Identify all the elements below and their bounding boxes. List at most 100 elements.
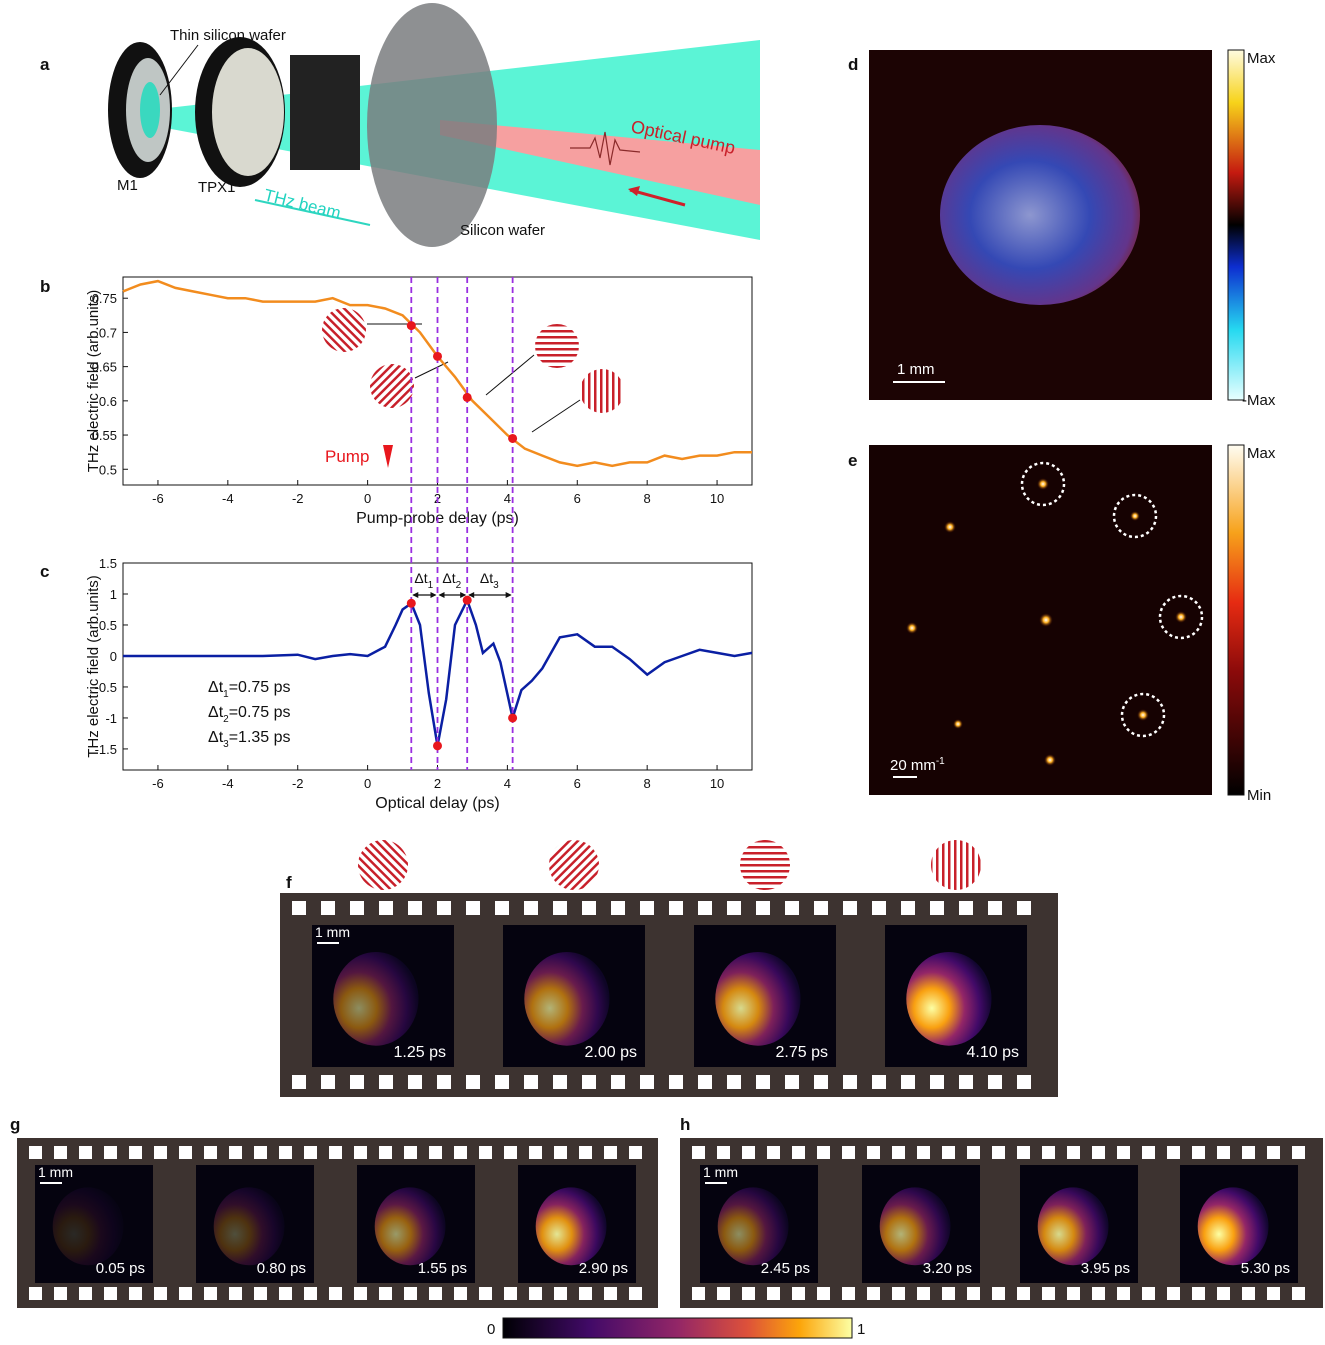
x-tick-label: -6 xyxy=(152,491,164,506)
sprocket-hole xyxy=(154,1146,167,1159)
sprocket-hole xyxy=(379,1287,392,1300)
setup-diagram: Thin silicon wafer M1 TPX1 THz beam Sili… xyxy=(108,3,760,247)
sprocket-hole xyxy=(669,901,683,915)
tpx1-face xyxy=(212,48,284,176)
delta-label: Δt3 xyxy=(480,570,499,591)
sprocket-hole xyxy=(843,1075,857,1089)
x-tick-label: 6 xyxy=(574,776,581,791)
sprocket-hole xyxy=(767,1287,780,1300)
sprocket-hole xyxy=(54,1287,67,1300)
frame-blob xyxy=(524,952,609,1046)
diffraction-spot xyxy=(944,521,956,533)
sprocket-hole xyxy=(692,1146,705,1159)
sprocket-hole xyxy=(204,1287,217,1300)
delta-label: Δt2=0.75 ps xyxy=(208,704,291,725)
sprocket-hole xyxy=(785,1075,799,1089)
arrow-head xyxy=(506,592,512,598)
thin-wafer-shape xyxy=(140,82,160,138)
sprocket-hole xyxy=(329,1287,342,1300)
frame-time: 2.45 ps xyxy=(761,1260,810,1277)
sprocket-hole xyxy=(179,1287,192,1300)
sprocket-hole xyxy=(554,1146,567,1159)
panel-label: d xyxy=(848,55,858,74)
diffraction-spot xyxy=(953,719,963,729)
sprocket-hole xyxy=(495,901,509,915)
sprocket-hole xyxy=(1192,1146,1205,1159)
sprocket-hole xyxy=(1117,1287,1130,1300)
y-axis-label: THz electric field (arb.units) xyxy=(85,290,102,473)
arrow xyxy=(532,400,580,432)
sprocket-hole xyxy=(379,1075,393,1089)
sprocket-hole xyxy=(350,1075,364,1089)
sprocket-hole xyxy=(1017,1075,1031,1089)
y-tick-label: 1 xyxy=(110,587,117,602)
sprocket-hole xyxy=(1017,901,1031,915)
x-tick-label: 8 xyxy=(644,776,651,791)
pump-label: Pump xyxy=(325,447,369,466)
tpx1-mount xyxy=(290,55,360,170)
sprocket-hole xyxy=(814,1075,828,1089)
frame-blob xyxy=(1198,1187,1269,1265)
sprocket-hole xyxy=(959,1075,973,1089)
data-marker xyxy=(407,321,416,330)
x-tick-label: -2 xyxy=(292,491,304,506)
sprocket-hole xyxy=(354,1287,367,1300)
sprocket-hole xyxy=(529,1287,542,1300)
sprocket-hole xyxy=(742,1287,755,1300)
sprocket-hole xyxy=(495,1075,509,1089)
sprocket-hole xyxy=(254,1146,267,1159)
delta-symbol: Δt xyxy=(442,570,455,586)
sprocket-hole xyxy=(354,1146,367,1159)
x-tick-label: 10 xyxy=(710,776,724,791)
x-tick-label: 4 xyxy=(504,491,511,506)
sprocket-hole xyxy=(279,1287,292,1300)
colorbar-tick: 0 xyxy=(487,1321,495,1338)
sprocket-hole xyxy=(1042,1146,1055,1159)
sprocket-hole xyxy=(611,1075,625,1089)
sprocket-hole xyxy=(466,1075,480,1089)
frame-time: 5.30 ps xyxy=(1241,1260,1290,1277)
sprocket-hole xyxy=(785,901,799,915)
pattern-circle xyxy=(580,369,624,413)
sprocket-hole xyxy=(79,1146,92,1159)
delta-sub: 3 xyxy=(493,580,499,591)
arrow-head xyxy=(439,592,445,598)
scale-label: 1 mm xyxy=(703,1164,738,1180)
sprocket-hole xyxy=(529,1146,542,1159)
setup-label: TPX1 xyxy=(198,179,236,196)
frame-time: 4.10 ps xyxy=(967,1044,1019,1061)
sprocket-hole xyxy=(104,1146,117,1159)
colorbar-label: Max xyxy=(1247,445,1276,462)
sprocket-hole xyxy=(553,901,567,915)
pattern-circle xyxy=(549,840,599,890)
arrow-head xyxy=(412,592,418,598)
sprocket-hole xyxy=(104,1287,117,1300)
sprocket-hole xyxy=(967,1287,980,1300)
sprocket-hole xyxy=(229,1287,242,1300)
scale-label: 1 mm xyxy=(38,1164,73,1180)
sprocket-hole xyxy=(901,901,915,915)
sprocket-hole xyxy=(129,1287,142,1300)
x-tick-label: -4 xyxy=(222,776,234,791)
sprocket-hole xyxy=(872,1075,886,1089)
sprocket-hole xyxy=(1092,1287,1105,1300)
arrow-head xyxy=(431,592,437,598)
sprocket-hole xyxy=(524,1075,538,1089)
sprocket-hole xyxy=(1242,1146,1255,1159)
pattern-circle xyxy=(358,840,408,890)
x-tick-label: 0 xyxy=(364,776,371,791)
frame-blob xyxy=(536,1187,607,1265)
frame-time: 2.75 ps xyxy=(776,1044,828,1061)
pattern-circle xyxy=(931,840,981,890)
delta-sub: 1 xyxy=(428,580,434,591)
pattern-circle xyxy=(322,308,366,352)
delta-symbol: Δt xyxy=(480,570,493,586)
sprocket-hole xyxy=(579,1287,592,1300)
y-tick-label: -1 xyxy=(105,711,117,726)
sprocket-hole xyxy=(967,1146,980,1159)
sprocket-hole xyxy=(504,1146,517,1159)
delta-symbol: Δt xyxy=(414,570,427,586)
sprocket-hole xyxy=(1167,1146,1180,1159)
delta-label: Δt1 xyxy=(414,570,433,591)
scale-label: 1 mm xyxy=(315,924,350,940)
